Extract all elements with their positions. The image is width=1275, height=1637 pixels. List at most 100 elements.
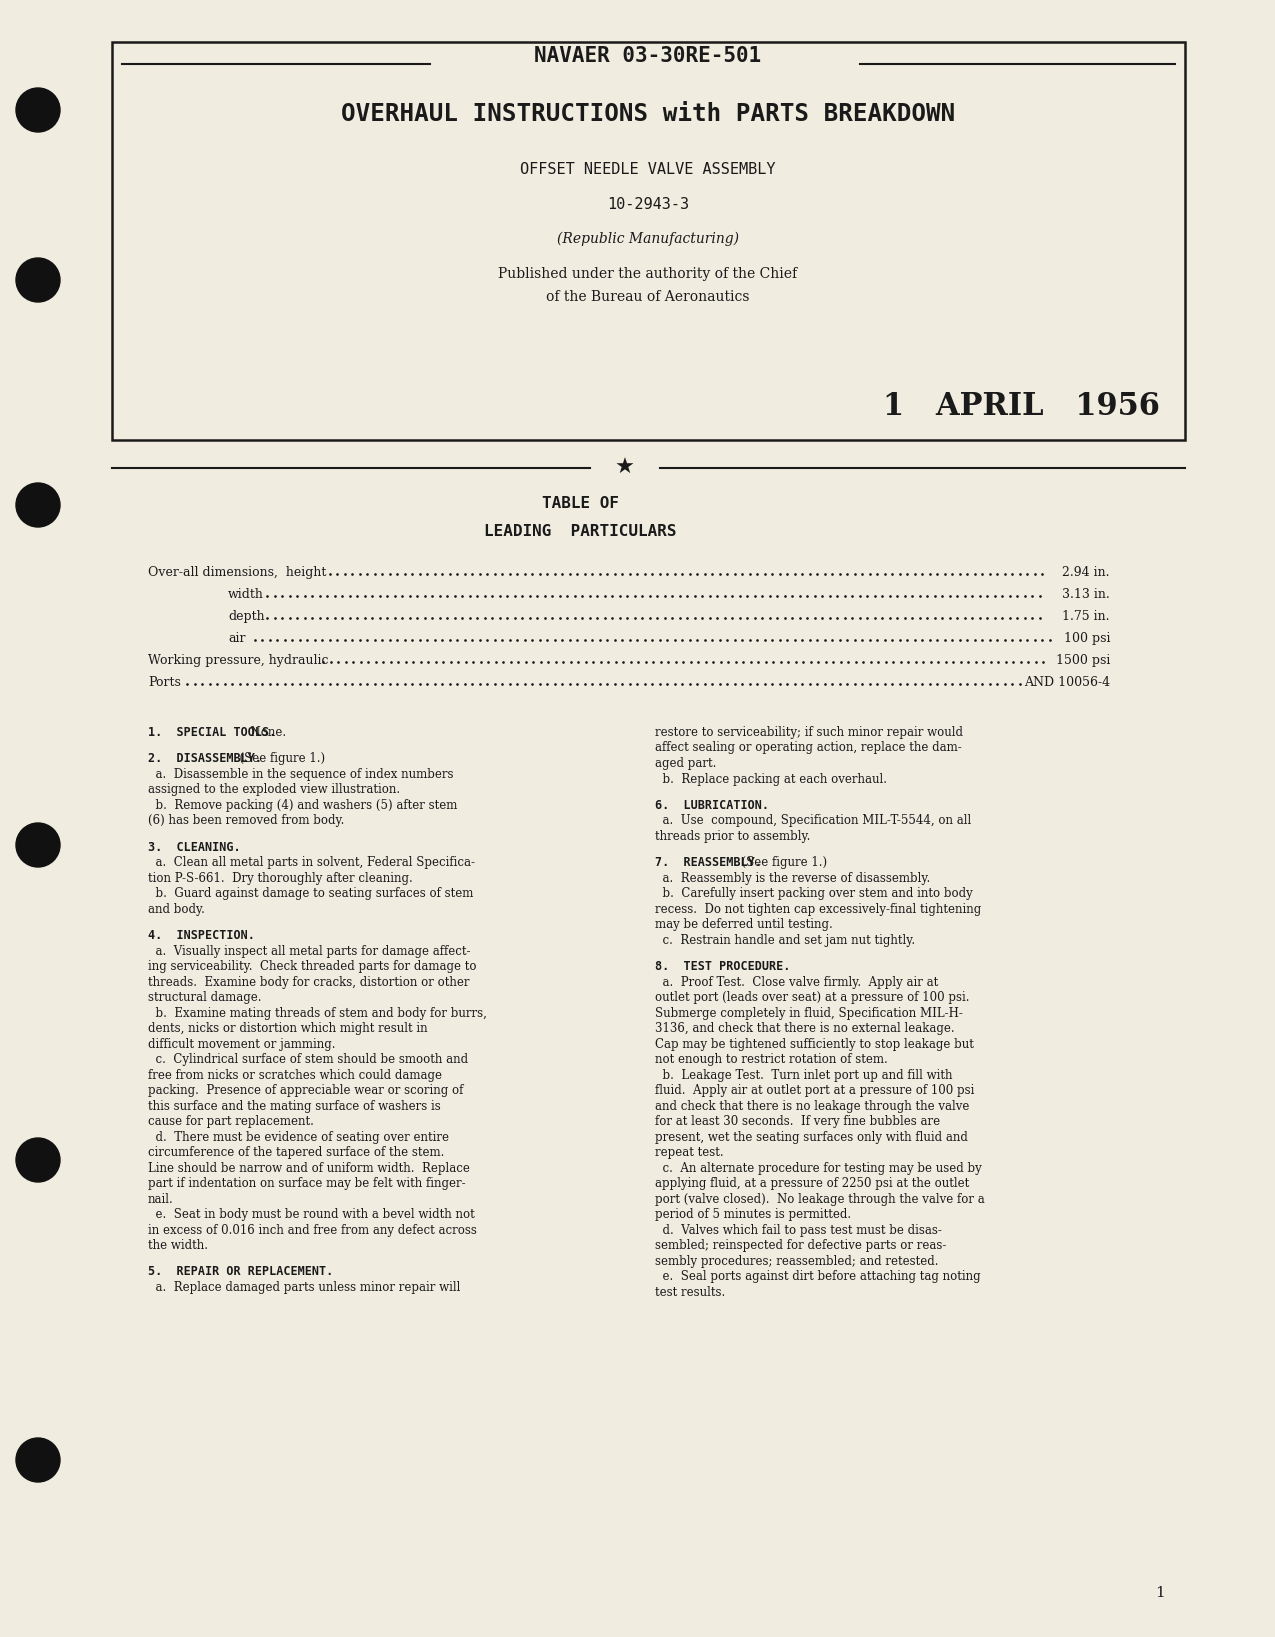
Text: recess.  Do not tighten cap excessively-final tightening: recess. Do not tighten cap excessively-f… bbox=[655, 902, 982, 915]
Text: of the Bureau of Aeronautics: of the Bureau of Aeronautics bbox=[546, 290, 750, 304]
Text: (Republic Manufacturing): (Republic Manufacturing) bbox=[557, 232, 739, 247]
Text: the width.: the width. bbox=[148, 1239, 208, 1252]
Text: TABLE OF: TABLE OF bbox=[542, 496, 618, 511]
Text: restore to serviceability; if such minor repair would: restore to serviceability; if such minor… bbox=[655, 725, 963, 738]
Text: applying fluid, at a pressure of 2250 psi at the outlet: applying fluid, at a pressure of 2250 ps… bbox=[655, 1177, 969, 1190]
Text: free from nicks or scratches which could damage: free from nicks or scratches which could… bbox=[148, 1069, 442, 1082]
Text: not enough to restrict rotation of stem.: not enough to restrict rotation of stem. bbox=[655, 1053, 887, 1066]
Text: 1500 psi: 1500 psi bbox=[1056, 655, 1111, 666]
Text: 1: 1 bbox=[1155, 1586, 1165, 1599]
Text: e.  Seal ports against dirt before attaching tag noting: e. Seal ports against dirt before attach… bbox=[655, 1270, 980, 1283]
Text: 5.  REPAIR OR REPLACEMENT.: 5. REPAIR OR REPLACEMENT. bbox=[148, 1265, 333, 1278]
Text: nail.: nail. bbox=[148, 1192, 173, 1205]
Text: c.  Cylindrical surface of stem should be smooth and: c. Cylindrical surface of stem should be… bbox=[148, 1053, 468, 1066]
Text: present, wet the seating surfaces only with fluid and: present, wet the seating surfaces only w… bbox=[655, 1131, 968, 1144]
Text: period of 5 minutes is permitted.: period of 5 minutes is permitted. bbox=[655, 1208, 852, 1221]
Text: 1.  SPECIAL TOOLS.: 1. SPECIAL TOOLS. bbox=[148, 725, 277, 738]
Text: repeat test.: repeat test. bbox=[655, 1146, 724, 1159]
Text: difficult movement or jamming.: difficult movement or jamming. bbox=[148, 1038, 335, 1051]
Text: sembled; reinspected for defective parts or reas-: sembled; reinspected for defective parts… bbox=[655, 1239, 946, 1252]
Text: circumference of the tapered surface of the stem.: circumference of the tapered surface of … bbox=[148, 1146, 445, 1159]
Text: 1   APRIL   1956: 1 APRIL 1956 bbox=[884, 391, 1160, 422]
Text: a.  Replace damaged parts unless minor repair will: a. Replace damaged parts unless minor re… bbox=[148, 1280, 460, 1293]
Text: a.  Disassemble in the sequence of index numbers: a. Disassemble in the sequence of index … bbox=[148, 768, 454, 781]
Text: depth: depth bbox=[228, 611, 265, 624]
Text: Line should be narrow and of uniform width.  Replace: Line should be narrow and of uniform wid… bbox=[148, 1162, 470, 1175]
Text: b.  Remove packing (4) and washers (5) after stem: b. Remove packing (4) and washers (5) af… bbox=[148, 799, 458, 812]
Text: sembly procedures; reassembled; and retested.: sembly procedures; reassembled; and rete… bbox=[655, 1254, 938, 1267]
Text: OFFSET NEEDLE VALVE ASSEMBLY: OFFSET NEEDLE VALVE ASSEMBLY bbox=[520, 162, 775, 177]
Text: in excess of 0.016 inch and free from any defect across: in excess of 0.016 inch and free from an… bbox=[148, 1223, 477, 1236]
Circle shape bbox=[17, 483, 60, 527]
Text: Over-all dimensions,  height: Over-all dimensions, height bbox=[148, 566, 326, 579]
Text: c.  Restrain handle and set jam nut tightly.: c. Restrain handle and set jam nut tight… bbox=[655, 933, 915, 946]
Text: NAVAER 03-30RE-501: NAVAER 03-30RE-501 bbox=[534, 46, 761, 65]
Text: a.  Use  compound, Specification MIL-T-5544, on all: a. Use compound, Specification MIL-T-554… bbox=[655, 814, 972, 827]
Text: AND 10056-4: AND 10056-4 bbox=[1024, 676, 1111, 689]
Text: test results.: test results. bbox=[655, 1285, 725, 1298]
Text: b.  Leakage Test.  Turn inlet port up and fill with: b. Leakage Test. Turn inlet port up and … bbox=[655, 1069, 952, 1082]
Text: part if indentation on surface may be felt with finger-: part if indentation on surface may be fe… bbox=[148, 1177, 465, 1190]
Text: a.  Reassembly is the reverse of disassembly.: a. Reassembly is the reverse of disassem… bbox=[655, 871, 931, 884]
Text: for at least 30 seconds.  If very fine bubbles are: for at least 30 seconds. If very fine bu… bbox=[655, 1115, 940, 1128]
Text: 100 psi: 100 psi bbox=[1063, 632, 1111, 645]
Text: air: air bbox=[228, 632, 246, 645]
Text: ★: ★ bbox=[615, 458, 635, 478]
Text: packing.  Presence of appreciable wear or scoring of: packing. Presence of appreciable wear or… bbox=[148, 1084, 463, 1097]
Text: 3.13 in.: 3.13 in. bbox=[1062, 588, 1111, 601]
Text: 6.  LUBRICATION.: 6. LUBRICATION. bbox=[655, 799, 769, 812]
Text: a.  Proof Test.  Close valve firmly.  Apply air at: a. Proof Test. Close valve firmly. Apply… bbox=[655, 976, 938, 989]
Text: b.  Carefully insert packing over stem and into body: b. Carefully insert packing over stem an… bbox=[655, 887, 973, 900]
Bar bbox=[112, 43, 1184, 440]
Text: (See figure 1.): (See figure 1.) bbox=[734, 856, 827, 869]
Circle shape bbox=[17, 88, 60, 133]
Text: a.  Clean all metal parts in solvent, Federal Specifica-: a. Clean all metal parts in solvent, Fed… bbox=[148, 856, 476, 869]
Text: 2.  DISASSEMBLY.: 2. DISASSEMBLY. bbox=[148, 753, 261, 766]
Text: Ports: Ports bbox=[148, 676, 181, 689]
Text: 4.  INSPECTION.: 4. INSPECTION. bbox=[148, 930, 255, 941]
Text: e.  Seat in body must be round with a bevel width not: e. Seat in body must be round with a bev… bbox=[148, 1208, 474, 1221]
Text: and body.: and body. bbox=[148, 902, 205, 915]
Text: ing serviceability.  Check threaded parts for damage to: ing serviceability. Check threaded parts… bbox=[148, 959, 477, 972]
Text: and check that there is no leakage through the valve: and check that there is no leakage throu… bbox=[655, 1100, 969, 1113]
Text: 3.  CLEANING.: 3. CLEANING. bbox=[148, 841, 241, 855]
Text: None.: None. bbox=[242, 725, 286, 738]
Text: threads.  Examine body for cracks, distortion or other: threads. Examine body for cracks, distor… bbox=[148, 976, 469, 989]
Text: this surface and the mating surface of washers is: this surface and the mating surface of w… bbox=[148, 1100, 441, 1113]
Text: may be deferred until testing.: may be deferred until testing. bbox=[655, 918, 833, 931]
Text: (See figure 1.): (See figure 1.) bbox=[232, 753, 325, 766]
Text: assigned to the exploded view illustration.: assigned to the exploded view illustrati… bbox=[148, 784, 400, 796]
Text: width: width bbox=[228, 588, 264, 601]
Text: threads prior to assembly.: threads prior to assembly. bbox=[655, 830, 811, 843]
Text: cause for part replacement.: cause for part replacement. bbox=[148, 1115, 314, 1128]
Text: c.  An alternate procedure for testing may be used by: c. An alternate procedure for testing ma… bbox=[655, 1162, 982, 1175]
Circle shape bbox=[17, 259, 60, 301]
Text: Working pressure, hydraulic: Working pressure, hydraulic bbox=[148, 655, 329, 666]
Text: tion P-S-661.  Dry thoroughly after cleaning.: tion P-S-661. Dry thoroughly after clean… bbox=[148, 871, 413, 884]
Text: affect sealing or operating action, replace the dam-: affect sealing or operating action, repl… bbox=[655, 742, 961, 755]
Text: Published under the authority of the Chief: Published under the authority of the Chi… bbox=[499, 267, 798, 282]
Text: d.  There must be evidence of seating over entire: d. There must be evidence of seating ove… bbox=[148, 1131, 449, 1144]
Text: fluid.  Apply air at outlet port at a pressure of 100 psi: fluid. Apply air at outlet port at a pre… bbox=[655, 1084, 974, 1097]
Circle shape bbox=[17, 823, 60, 868]
Text: 2.94 in.: 2.94 in. bbox=[1062, 566, 1111, 579]
Text: a.  Visually inspect all metal parts for damage affect-: a. Visually inspect all metal parts for … bbox=[148, 945, 470, 958]
Circle shape bbox=[17, 1437, 60, 1481]
Text: 7.  REASSEMBLY.: 7. REASSEMBLY. bbox=[655, 856, 762, 869]
Text: d.  Valves which fail to pass test must be disas-: d. Valves which fail to pass test must b… bbox=[655, 1223, 942, 1236]
Text: 8.  TEST PROCEDURE.: 8. TEST PROCEDURE. bbox=[655, 959, 790, 972]
Text: Cap may be tightened sufficiently to stop leakage but: Cap may be tightened sufficiently to sto… bbox=[655, 1038, 974, 1051]
Text: aged part.: aged part. bbox=[655, 756, 717, 769]
Text: structural damage.: structural damage. bbox=[148, 990, 261, 1003]
Text: b.  Replace packing at each overhaul.: b. Replace packing at each overhaul. bbox=[655, 773, 887, 786]
Text: OVERHAUL INSTRUCTIONS with PARTS BREAKDOWN: OVERHAUL INSTRUCTIONS with PARTS BREAKDO… bbox=[340, 101, 955, 126]
Text: (6) has been removed from body.: (6) has been removed from body. bbox=[148, 814, 344, 827]
Text: 1.75 in.: 1.75 in. bbox=[1062, 611, 1111, 624]
Circle shape bbox=[17, 1138, 60, 1182]
Text: Submerge completely in fluid, Specification MIL-H-: Submerge completely in fluid, Specificat… bbox=[655, 1007, 963, 1020]
Text: port (valve closed).  No leakage through the valve for a: port (valve closed). No leakage through … bbox=[655, 1192, 984, 1205]
Text: dents, nicks or distortion which might result in: dents, nicks or distortion which might r… bbox=[148, 1021, 427, 1035]
Text: outlet port (leads over seat) at a pressure of 100 psi.: outlet port (leads over seat) at a press… bbox=[655, 990, 969, 1003]
Text: 3136, and check that there is no external leakage.: 3136, and check that there is no externa… bbox=[655, 1021, 955, 1035]
Text: 10-2943-3: 10-2943-3 bbox=[607, 196, 688, 213]
